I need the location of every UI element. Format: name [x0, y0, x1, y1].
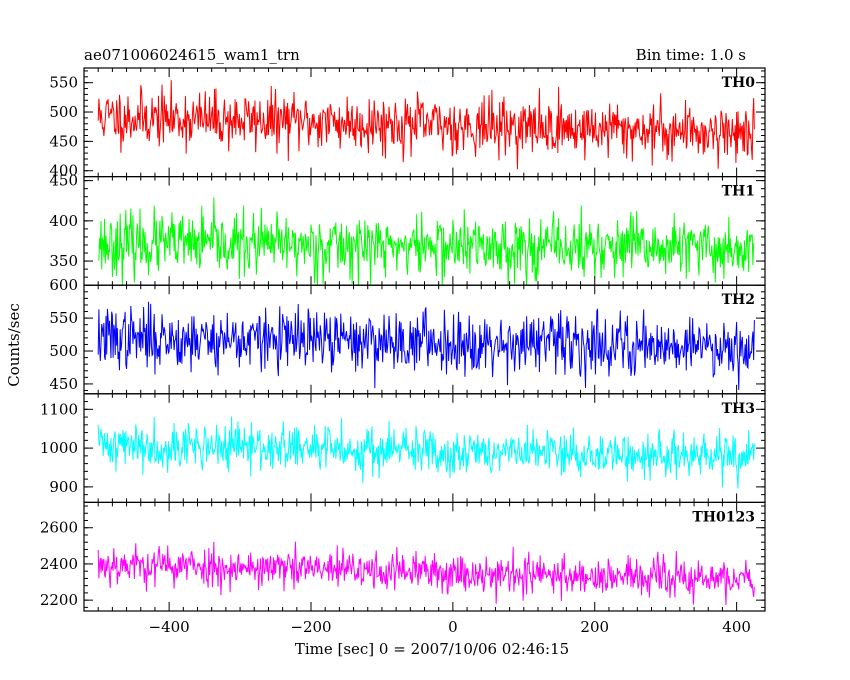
x-tick-label: 0 [448, 618, 458, 636]
x-axis-label: Time [sec] 0 = 2007/10/06 02:46:15 [295, 640, 569, 658]
y-tick-label: 350 [49, 252, 78, 270]
series-line-th0 [97, 80, 755, 170]
y-tick-label: 400 [49, 212, 78, 230]
y-tick-label: 550 [49, 309, 78, 327]
panel-th2: 450 500 550 600 TH2 [49, 276, 766, 395]
panel-frame [83, 501, 766, 612]
panel-frame [83, 284, 766, 395]
y-tick-label: 400 [49, 162, 78, 180]
series-line-th2 [97, 301, 755, 390]
series-name-th3: TH3 [722, 401, 755, 417]
y-tick-label: 550 [49, 74, 78, 92]
panel-th3: 900 1000 1100 TH3 [40, 393, 766, 503]
y-tick-label: 2400 [40, 555, 78, 573]
series-name-th1: TH1 [722, 184, 755, 200]
panel-th0: 400 450 500 550 TH0 [49, 67, 766, 180]
y-tick-label: 450 [49, 132, 78, 150]
y-tick-label: 500 [49, 342, 78, 360]
x-tick-label: −200 [290, 618, 331, 636]
series-line-th0123 [97, 541, 755, 605]
y-tick-label: 1100 [40, 400, 78, 418]
x-tick-label: 200 [580, 618, 609, 636]
series-line-th1 [97, 197, 755, 286]
y-tick-label: 2200 [40, 591, 78, 609]
panel-frame [83, 176, 766, 286]
y-tick-label: 500 [49, 103, 78, 121]
series-line-th3 [97, 416, 755, 489]
series-name-th0123: TH0123 [692, 509, 755, 525]
y-tick-label: 900 [49, 478, 78, 496]
bin-time-label: Bin time: 1.0 s [636, 46, 746, 64]
x-tick-label: −400 [149, 618, 190, 636]
panel-th0123: 2200 2400 2600 TH0123 [40, 501, 766, 612]
y-axis-label: Counts/sec [5, 303, 23, 387]
panel-th1: 350 400 450 TH1 [49, 172, 766, 286]
series-name-th2: TH2 [722, 292, 755, 308]
y-tick-label: 1000 [40, 439, 78, 457]
y-tick-label: 450 [49, 172, 78, 190]
y-tick-label: 2600 [40, 519, 78, 537]
y-tick-label: 600 [49, 276, 78, 294]
x-tick-label: 400 [722, 618, 751, 636]
y-tick-label: 450 [49, 375, 78, 393]
series-name-th0: TH0 [722, 75, 756, 91]
chart-title: ae071006024615_wam1_trn [84, 46, 300, 64]
